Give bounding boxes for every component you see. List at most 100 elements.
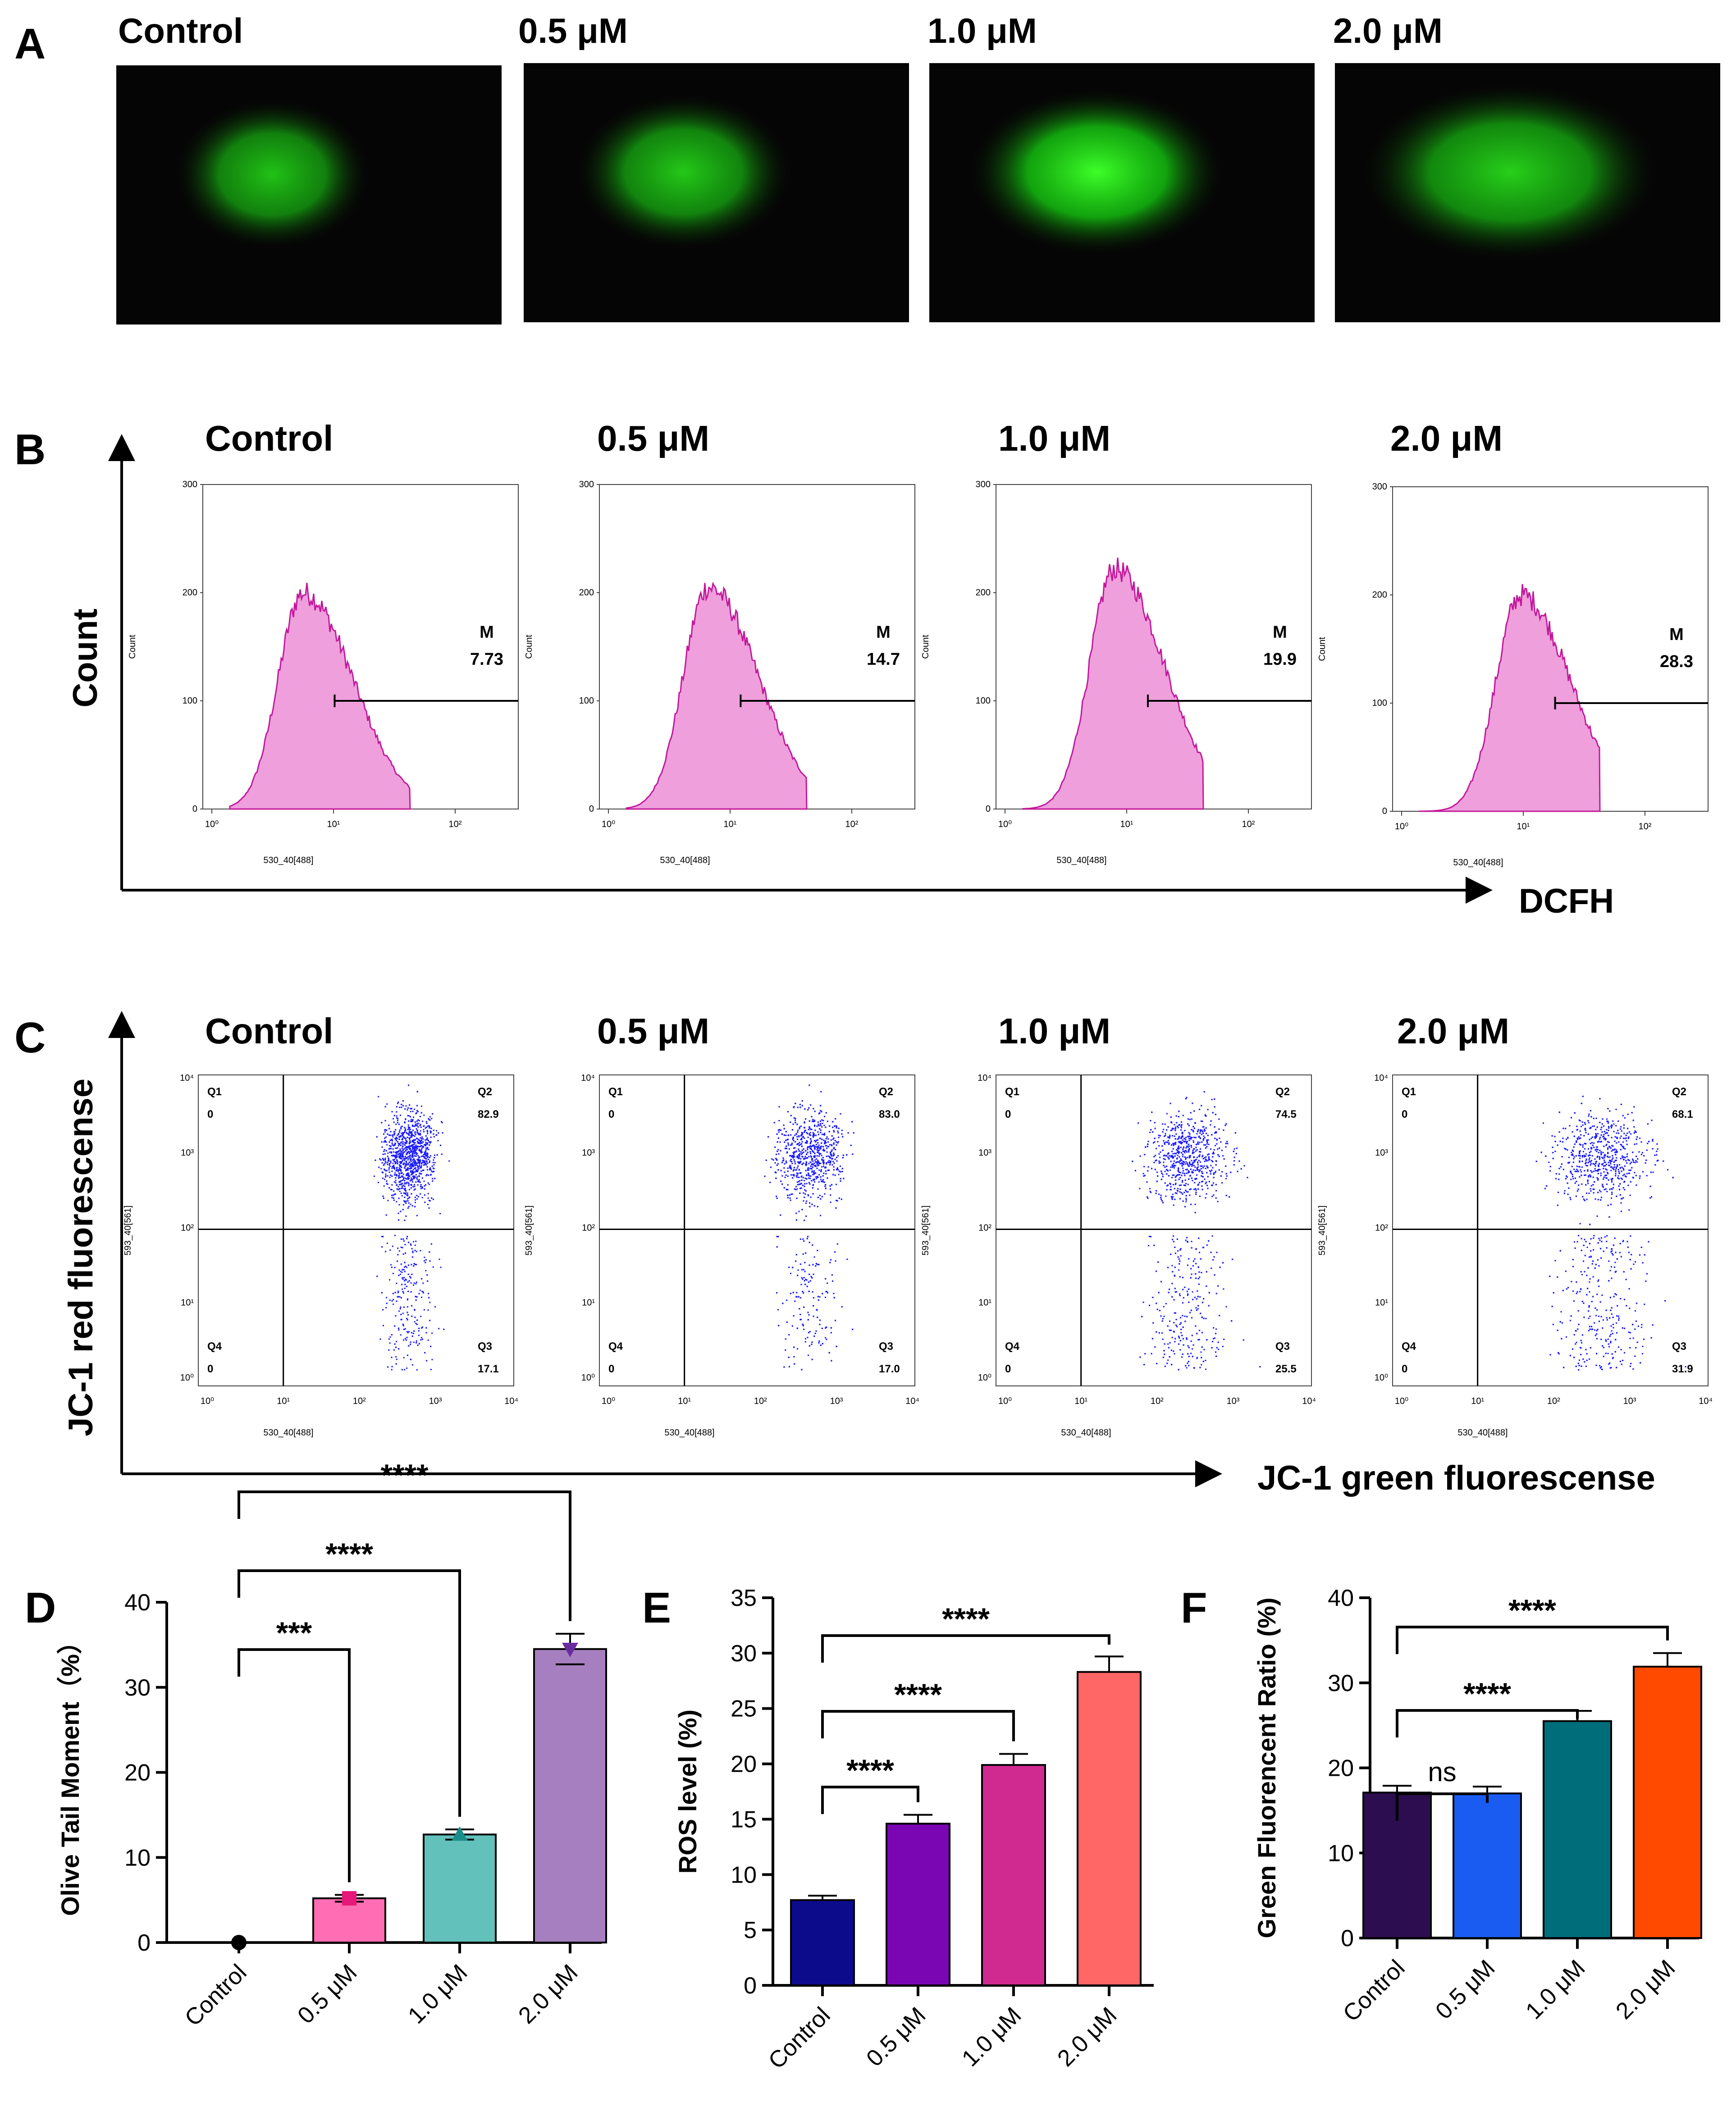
scatter-dot <box>1215 1145 1216 1147</box>
scatter-dot <box>393 1197 394 1199</box>
histogram-curve <box>626 581 808 810</box>
scatter-dot <box>376 1136 378 1138</box>
scatter-dot <box>396 1169 397 1170</box>
scatter-dot <box>402 1183 403 1184</box>
scatter-dot <box>427 1162 429 1164</box>
scatter-dot <box>429 1155 431 1157</box>
scatter-dot <box>407 1129 409 1130</box>
scatter-dot <box>427 1131 428 1133</box>
scatter-dot <box>428 1141 430 1143</box>
scatter-dot <box>810 1275 812 1277</box>
scatter-x-tick: 10³ <box>429 1396 442 1406</box>
scatter-dot <box>791 1161 793 1162</box>
scatter-dot <box>420 1166 422 1168</box>
scatter-dot <box>397 1296 398 1298</box>
scatter-dot <box>408 1189 410 1190</box>
scatter-dot <box>412 1172 414 1174</box>
scatter-dot <box>416 1165 418 1166</box>
scatter-dot <box>421 1136 423 1138</box>
scatter-dot <box>780 1129 781 1131</box>
scatter-dot <box>411 1162 413 1164</box>
scatter-dot <box>383 1133 384 1135</box>
scatter-dot <box>384 1153 386 1155</box>
scatter-dot <box>399 1273 401 1275</box>
scatter-dot <box>831 1144 832 1146</box>
scatter-dot <box>816 1178 818 1179</box>
scatter-dot <box>416 1132 418 1134</box>
scatter-dot <box>407 1354 408 1356</box>
scatter-dot <box>414 1309 416 1311</box>
scatter-dot <box>411 1167 412 1169</box>
scatter-dot <box>833 1148 835 1150</box>
scatter-y-tick: 10¹ <box>582 1298 595 1308</box>
scatter-dot <box>404 1142 406 1143</box>
scatter-dot <box>829 1144 831 1146</box>
scatter-dot <box>830 1332 832 1334</box>
scatter-dot <box>825 1145 827 1147</box>
scatter-dot <box>401 1369 403 1371</box>
scatter-dot <box>791 1325 793 1327</box>
scatter-dot <box>809 1151 811 1153</box>
scatter-dot <box>414 1147 416 1148</box>
scatter-x-tick: 10⁰ <box>602 1396 615 1406</box>
scatter-dot <box>402 1247 403 1248</box>
scatter-dot <box>783 1125 785 1126</box>
scatter-dot <box>786 1160 787 1162</box>
scatter-dot <box>425 1259 427 1261</box>
scatter-dot <box>833 1169 835 1170</box>
scatter-dot <box>792 1155 794 1157</box>
scatter-dot <box>828 1131 830 1133</box>
scatter-dot <box>394 1266 396 1268</box>
scatter-dot <box>410 1244 412 1246</box>
quadrant-q4-value: 0 <box>608 1363 614 1375</box>
scatter-dot <box>407 1169 409 1171</box>
scatter-dot <box>789 1155 791 1157</box>
scatter-plot-3: 1.0 μM10⁰10⁰10¹10¹10²10²10³10³10⁴10⁴593_… <box>921 1011 1316 1438</box>
scatter-dot <box>806 1183 808 1184</box>
scatter-dot <box>415 1113 417 1115</box>
scatter-dot <box>792 1152 794 1154</box>
scatter-y-tick: 10⁰ <box>978 1373 991 1383</box>
scatter-dot <box>404 1328 406 1330</box>
scatter-dot <box>387 1200 389 1202</box>
scatter-dot <box>817 1152 818 1153</box>
scatter-dot <box>816 1167 818 1169</box>
scatter-dot <box>393 1160 395 1162</box>
scatter-dot <box>416 1112 417 1114</box>
scatter-dot <box>422 1170 424 1171</box>
scatter-dot <box>793 1147 795 1149</box>
histogram-inner-xlabel: 530_40[488] <box>1453 858 1503 868</box>
scatter-dot <box>378 1096 379 1097</box>
scatter-dot <box>411 1179 413 1180</box>
scatter-dot <box>438 1328 440 1330</box>
quadrant-q4-name: Q4 <box>608 1340 623 1353</box>
scatter-dot <box>790 1144 791 1146</box>
scatter-dot <box>408 1134 410 1136</box>
scatter-dot <box>807 1147 809 1149</box>
scatter-dot <box>429 1160 430 1162</box>
scatter-dot <box>776 1159 778 1161</box>
scatter-dot <box>390 1145 392 1147</box>
scatter-dot <box>384 1137 386 1139</box>
scatter-dot <box>816 1147 818 1148</box>
scatter-dot <box>420 1137 421 1138</box>
scatter-dot <box>407 1174 409 1175</box>
scatter-dot <box>796 1167 798 1169</box>
scatter-dot <box>399 1173 401 1175</box>
scatter-dot <box>403 1148 405 1150</box>
scatter-dot <box>807 1236 809 1238</box>
scatter-dot <box>806 1153 808 1155</box>
scatter-dot <box>783 1366 785 1368</box>
scatter-dot <box>802 1136 804 1138</box>
scatter-dot <box>776 1133 778 1135</box>
scatter-dot <box>788 1266 790 1268</box>
scatter-dot <box>801 1133 803 1134</box>
scatter-row: Control10⁰10⁰10¹10¹10²10²10³10³10⁴10⁴593… <box>123 1011 1713 1438</box>
scatter-dot <box>409 1155 411 1157</box>
scatter-dot <box>404 1284 406 1285</box>
scatter-dot <box>407 1164 409 1166</box>
scatter-dot <box>1201 1364 1202 1366</box>
scatter-dot <box>391 1366 393 1367</box>
scatter-dot <box>816 1146 818 1147</box>
scatter-dot <box>406 1238 408 1239</box>
